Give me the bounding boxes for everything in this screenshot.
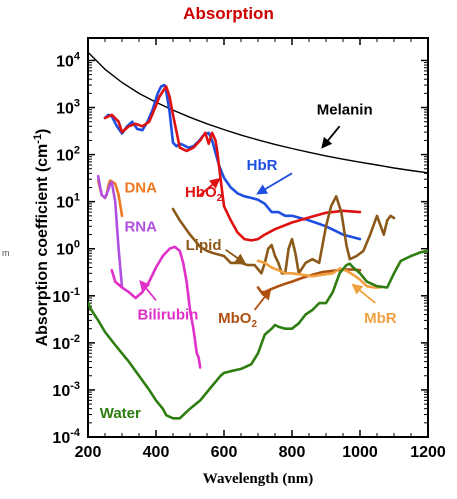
x-tick-label: 1000 [342, 444, 378, 461]
annotation-arrow-melanin [321, 125, 341, 149]
annotation-arrow-mbr [351, 283, 376, 304]
annotation-arrow-mbo2 [253, 288, 272, 311]
y-tick-label: 100 [56, 239, 80, 259]
annotation-arrow-hbo2 [197, 177, 221, 197]
y-tick-label: 10-2 [52, 333, 80, 353]
annotation-arrow-bilirubin [139, 279, 157, 301]
series-label-water: Water [100, 405, 141, 422]
x-tick-label: 200 [75, 444, 102, 461]
x-axis-label: Wavelength (nm) [203, 471, 313, 487]
stray-text: m [2, 248, 10, 258]
y-tick-label: 10-4 [52, 427, 80, 447]
series-line-lipid [171, 195, 396, 275]
y-axis-label: Absorption coefficient (cm-1) [32, 129, 51, 347]
series-line-bilirubin [110, 245, 202, 369]
series-label-lipid: Lipid [186, 237, 222, 254]
x-tick-label: 600 [211, 444, 238, 461]
x-tick-label: 1200 [410, 444, 446, 461]
x-tick-label: 400 [143, 444, 170, 461]
y-tick-label: 104 [56, 50, 81, 70]
series-label-mbr: MbR [364, 310, 397, 327]
y-tick-label: 10-1 [52, 286, 80, 306]
series-line-rna [96, 174, 124, 289]
series-label-hbo2: HbO2 [185, 184, 223, 204]
series-label-rna: RNA [124, 218, 157, 235]
series-line-mbo2 [256, 268, 362, 294]
series-label-mbo2: MbO2 [218, 310, 257, 330]
y-tick-label: 102 [56, 145, 80, 165]
y-tick-label: 101 [56, 192, 80, 212]
series-label-bilirubin: Bilirubin [137, 307, 198, 324]
annotation-arrow-hbr [256, 172, 293, 195]
chart-title: Absorption [183, 4, 274, 23]
series-label-melanin: Melanin [317, 102, 373, 119]
series-line-melanin [88, 51, 428, 174]
x-tick-label: 800 [279, 444, 306, 461]
series-line-mbr [256, 259, 382, 289]
series-label-dna: DNA [124, 179, 157, 196]
series-label-hbr: HbR [247, 157, 278, 174]
series-line-hbo2 [103, 85, 362, 242]
y-tick-label: 103 [56, 98, 80, 118]
y-tick-label: 10-3 [52, 380, 80, 400]
series-line-water [88, 249, 428, 420]
annotation-arrow-lipid [225, 249, 247, 265]
